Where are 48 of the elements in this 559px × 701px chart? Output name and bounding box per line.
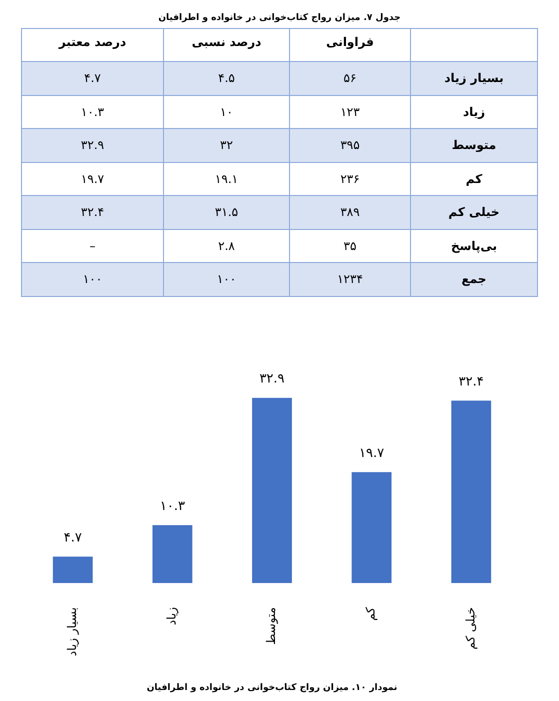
data-label: ۴.۷ xyxy=(22,62,164,95)
category-label: بی‌پاسخ xyxy=(410,229,538,262)
x-tick-label: متوسط xyxy=(264,607,278,645)
data-label: ۲۳۶ xyxy=(290,162,410,196)
series-label: درصد معتبر xyxy=(22,28,164,62)
data-label: ۱۹.۱ xyxy=(164,162,290,196)
category-label: بسیار زیاد xyxy=(410,62,538,95)
series-label: درصد نسبی xyxy=(164,28,290,62)
data-label: ۱۰۰ xyxy=(164,262,290,296)
category-label: کم xyxy=(410,162,538,196)
text: نمودار ۱۰. میزان رواج کتاب‌خوانی در خانواده و اطرافیان xyxy=(146,682,398,693)
data-label: ۳۲.۹ xyxy=(22,128,164,162)
data-label: ۵۶ xyxy=(290,62,410,95)
data-label: ۱۹.۷ xyxy=(22,162,164,196)
data-label: ۲.۸ xyxy=(164,229,290,262)
data-label: – xyxy=(22,229,164,262)
data-label: ۳۲.۴ xyxy=(22,196,164,229)
data-label: ۱۰۰ xyxy=(22,262,164,296)
data-label: ۱۰.۳ xyxy=(160,498,185,514)
category-label: زیاد xyxy=(410,95,538,128)
data-label: ۴.۵ xyxy=(164,62,290,95)
data-label: ۳۸۹ xyxy=(290,196,410,229)
data-label: ۳۲.۹ xyxy=(259,372,285,387)
data-label: ۳۱.۵ xyxy=(164,196,290,229)
data-label: ۱۰.۳ xyxy=(22,95,164,128)
bar xyxy=(252,398,292,584)
x-tick-label: زیاد xyxy=(164,606,179,626)
data-label: ۳۲.۴ xyxy=(458,374,484,390)
category-label: متوسط xyxy=(410,128,538,162)
data-label: ۱۲۳۴ xyxy=(290,262,410,296)
bar xyxy=(52,556,93,584)
data-label: ۱۰ xyxy=(164,95,290,128)
data-label: ۱۹.۷ xyxy=(359,446,384,462)
series-label: فراوانی xyxy=(290,28,410,62)
category-label: خیلی کم xyxy=(410,196,538,229)
bar xyxy=(152,525,192,584)
bar xyxy=(451,400,492,584)
data-label: ۱۲۳ xyxy=(290,95,410,128)
x-tick-label: بسیار زیاد xyxy=(64,607,79,656)
data-label: ۳۲ xyxy=(164,128,290,162)
category-label: جمع xyxy=(410,262,538,296)
x-tick-label: خیلی کم xyxy=(463,607,478,650)
data-label: ۳۵ xyxy=(290,229,410,262)
x-tick-label: کم xyxy=(364,606,378,621)
text: جدول ۷. میزان رواج کتاب‌خوانی در خانواده و اطرافیان xyxy=(157,12,402,25)
data-label: ۴.۷ xyxy=(64,530,82,546)
data-label: ۳۹۵ xyxy=(290,128,410,162)
bar xyxy=(352,472,392,584)
